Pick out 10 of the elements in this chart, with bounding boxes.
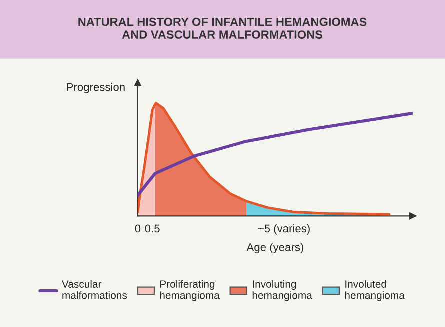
- x-tick-label: 0: [135, 224, 141, 233]
- legend-label: Involuting hemangioma: [252, 280, 312, 302]
- chart-title: NATURAL HISTORY OF INFANTILE HEMANGIOMAS AND VASCULAR MALFORMATIONS: [78, 18, 367, 39]
- y-axis-title: Progression: [67, 83, 125, 94]
- legend-label: Vascular malformations: [62, 280, 128, 300]
- x-tick-label: 0.5: [145, 224, 160, 233]
- x-axis-title: Age (years): [246, 243, 304, 254]
- x-tick-label: ~5 (varies): [258, 224, 310, 235]
- legend-label: Involuted hemangioma: [345, 280, 405, 302]
- legend-label: Proliferating hemangioma: [160, 280, 220, 302]
